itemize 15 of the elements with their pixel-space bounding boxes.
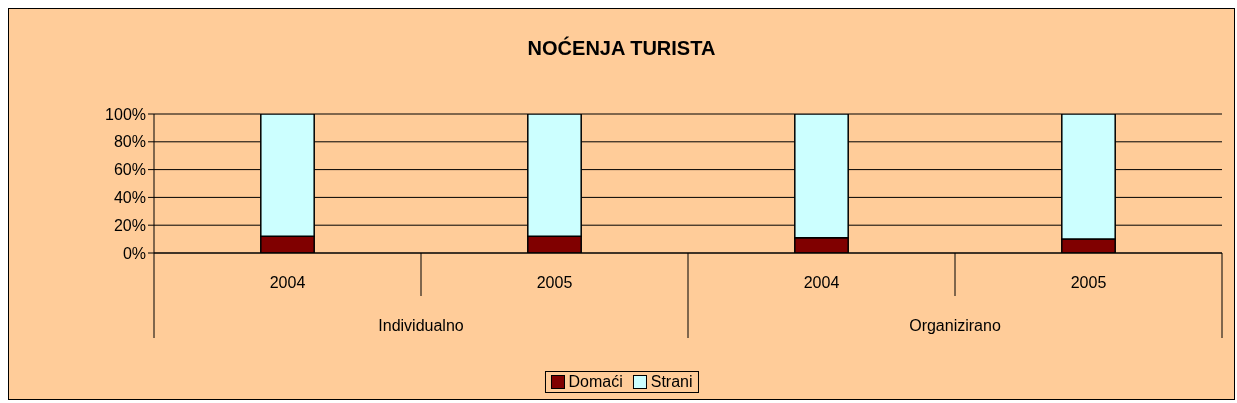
y-tick-label: 60% (113, 161, 146, 179)
y-tick-label: 20% (113, 216, 146, 234)
chart-title: NOĆENJA TURISTA (526, 37, 717, 60)
x-tick-label: 2004 (803, 274, 840, 292)
y-tick-label: 0% (122, 244, 146, 262)
text: Individualno (378, 317, 464, 334)
y-tick-label: 40% (113, 189, 146, 207)
text: Organizirano (909, 317, 1001, 334)
x-tick-label: 2004 (269, 274, 306, 292)
legend-label: Domaći (568, 373, 623, 391)
y-tick-label: 80% (113, 133, 146, 151)
y-tick-label: 100% (105, 105, 146, 123)
legend-label: Strani (650, 373, 693, 391)
x-tick-label: 2005 (536, 274, 573, 292)
x-tick-label: 2005 (1070, 274, 1107, 292)
